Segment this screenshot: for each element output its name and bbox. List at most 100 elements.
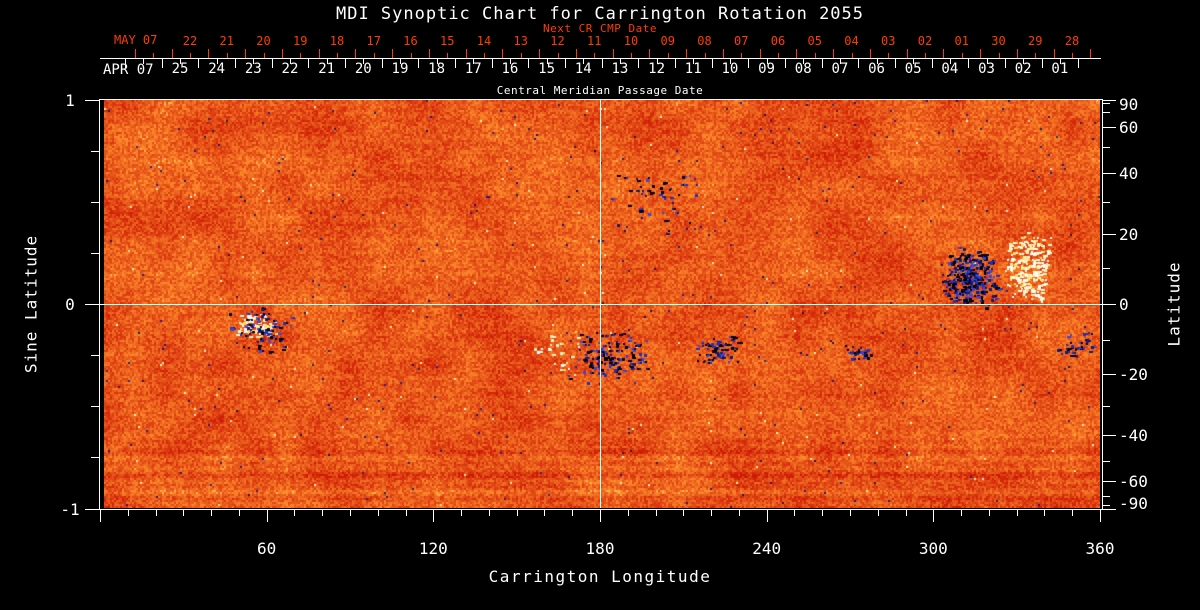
- cmp-day-tick: [271, 59, 273, 68]
- next-cr-day-label: 28: [1064, 34, 1080, 48]
- right-minor-tick: [1102, 406, 1110, 407]
- bottom-minor-tick: [711, 509, 712, 516]
- bottom-minor-tick: [294, 509, 295, 516]
- bottom-minor-tick: [628, 509, 629, 516]
- bottom-minor-tick: [544, 509, 545, 516]
- cmp-day-label: 11: [684, 61, 702, 77]
- next-cr-day-label: 16: [403, 34, 418, 48]
- cmp-day-tick: [601, 59, 603, 68]
- bottom-minor-tick: [350, 509, 351, 516]
- cmp-day-tick: [1004, 59, 1006, 68]
- cmp-halfday-tick: [473, 59, 475, 64]
- bottom-tick-label: 60: [257, 539, 277, 558]
- right-major-tick: [1102, 435, 1116, 436]
- cmp-day-tick: [674, 59, 676, 68]
- next-cr-halfday-tick: [373, 53, 375, 58]
- left-minor-tick: [91, 355, 99, 356]
- cmp-halfday-tick: [143, 59, 145, 64]
- next-cr-halfday-tick: [447, 53, 449, 58]
- bottom-minor-tick: [378, 509, 379, 516]
- bottom-minor-tick: [1017, 509, 1018, 516]
- next-cr-halfday-tick: [814, 53, 816, 58]
- next-cr-halfday-tick: [484, 53, 486, 58]
- cmp-halfday-tick: [253, 59, 255, 64]
- bottom-major-tick: [433, 509, 434, 522]
- cmp-day-tick: [344, 59, 346, 68]
- cmp-halfday-tick: [1023, 59, 1025, 64]
- next-cr-day-label: 20: [256, 34, 271, 48]
- cmp-halfday-tick: [913, 59, 915, 64]
- cmp-day-tick: [125, 59, 126, 68]
- next-cr-day-tick: [722, 49, 724, 58]
- cmp-day-label: 08: [794, 61, 812, 77]
- next-cr-day-label: 19: [293, 34, 308, 48]
- cmp-day-tick: [564, 59, 566, 68]
- bottom-minor-tick: [461, 509, 462, 516]
- left-tick-label: 1: [65, 91, 75, 110]
- right-tick-label: -60: [1119, 472, 1148, 492]
- right-minor-tick: [1102, 147, 1110, 148]
- cmp-day-label: 21: [318, 61, 336, 77]
- next-cr-day-label: 10: [623, 34, 639, 48]
- next-cr-halfday-tick: [961, 53, 963, 58]
- left-major-tick: [85, 100, 99, 101]
- cmp-day-label: 10: [721, 61, 739, 77]
- next-cr-day-tick: [245, 49, 247, 58]
- right-tick-label: 90: [1119, 94, 1139, 114]
- cmp-day-tick: [418, 59, 420, 68]
- next-cr-day-tick: [208, 49, 210, 58]
- right-major-tick: [1102, 374, 1116, 375]
- right-minor-tick: [1102, 505, 1110, 506]
- bottom-tick-label: 300: [918, 539, 948, 558]
- cmp-day-tick: [528, 59, 530, 68]
- bottom-minor-tick: [1072, 509, 1073, 516]
- next-cr-month-label: MAY 07: [114, 33, 158, 47]
- next-cr-halfday-tick: [1035, 53, 1037, 58]
- cmp-day-label: 19: [391, 61, 409, 77]
- next-cr-day-label: 29: [1028, 34, 1043, 48]
- left-minor-tick: [91, 457, 99, 458]
- cmp-day-tick: [234, 59, 236, 68]
- next-cr-day-tick: [502, 49, 504, 58]
- next-cr-day-label: 17: [366, 34, 381, 48]
- cmp-halfday-tick: [986, 59, 988, 64]
- cmp-halfday-tick: [216, 59, 218, 64]
- cmp-halfday-tick: [509, 59, 511, 64]
- right-major-tick: [1102, 127, 1116, 128]
- next-cr-halfday-tick: [190, 53, 192, 58]
- next-cr-halfday-tick: [226, 53, 228, 58]
- cmp-halfday-tick: [399, 59, 401, 64]
- next-cr-halfday-tick: [888, 53, 890, 58]
- bottom-minor-tick: [489, 509, 490, 516]
- bottom-minor-tick: [683, 509, 684, 516]
- cmp-day-tick: [968, 59, 970, 68]
- bottom-minor-tick: [989, 509, 990, 516]
- bottom-major-tick: [1100, 509, 1101, 522]
- next-cr-halfday-tick: [410, 53, 412, 58]
- next-cr-halfday-tick: [925, 53, 927, 58]
- next-cr-day-label: 21: [219, 34, 234, 48]
- cmp-day-label: 22: [281, 61, 299, 77]
- cmp-halfday-tick: [546, 59, 548, 64]
- right-major-tick: [1102, 173, 1116, 174]
- right-minor-tick: [1102, 112, 1110, 113]
- bottom-minor-tick: [517, 509, 518, 516]
- cmp-day-tick: [638, 59, 640, 68]
- right-major-tick: [1102, 234, 1116, 235]
- cmp-halfday-tick: [179, 59, 181, 64]
- next-cr-day-label: 05: [807, 34, 822, 48]
- cmp-day-tick: [748, 59, 750, 68]
- next-cr-day-label: 08: [697, 34, 712, 48]
- next-cr-halfday-tick: [998, 53, 1000, 58]
- next-cr-day-label: 06: [770, 34, 786, 48]
- bottom-minor-tick: [822, 509, 823, 516]
- cmp-month-label: APR 07: [103, 62, 154, 78]
- cmp-day-tick: [1041, 59, 1043, 68]
- next-cr-day-tick: [134, 49, 136, 58]
- bottom-minor-tick: [572, 509, 573, 516]
- left-tick-label: 0: [65, 295, 75, 314]
- next-cr-day-tick: [759, 49, 761, 58]
- right-tick-label: -40: [1119, 426, 1148, 446]
- bottom-minor-tick: [906, 509, 907, 516]
